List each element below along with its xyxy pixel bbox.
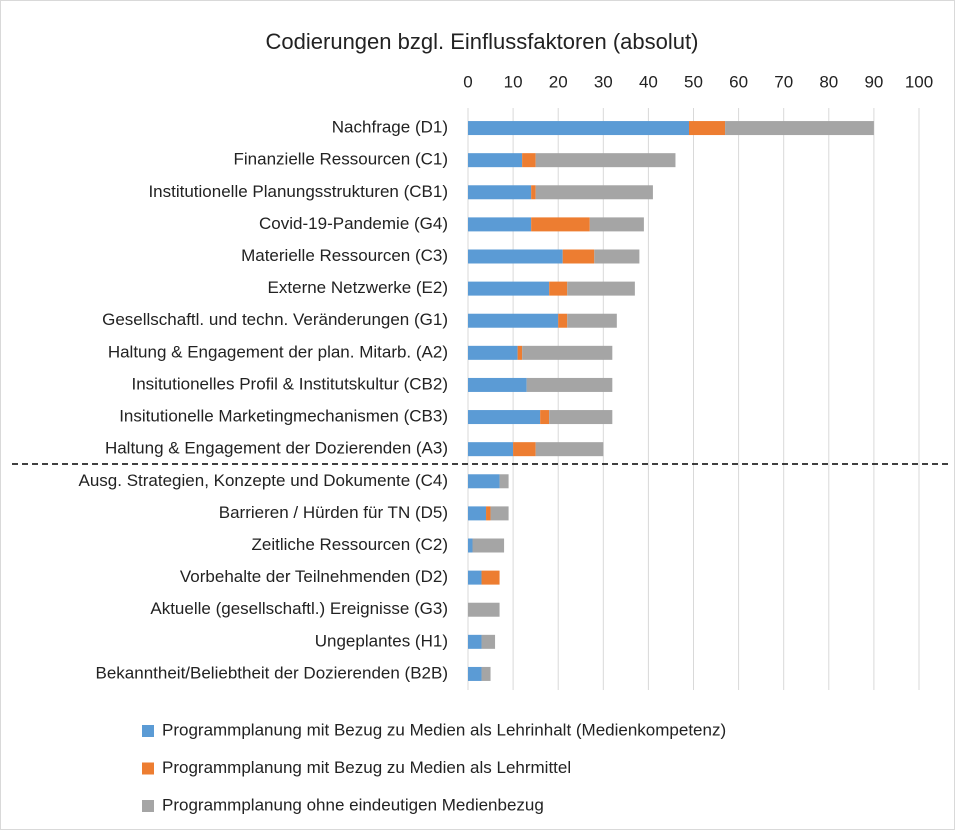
y-tick-label: Bekanntheit/Beliebtheit der Dozierenden …	[96, 663, 449, 682]
y-tick-label: Aktuelle (gesellschaftl.) Ereignisse (G3…	[150, 599, 448, 618]
y-tick-label: Nachfrage (D1)	[332, 118, 448, 137]
bar-segment	[468, 121, 689, 136]
bar-segment	[468, 153, 523, 168]
bar-segment	[481, 634, 496, 649]
bar-segment	[549, 410, 613, 425]
bar-segment	[468, 538, 473, 553]
bar-segment	[589, 217, 644, 232]
bar-segment	[558, 313, 568, 328]
bar-segment	[468, 506, 487, 521]
bar-segment	[468, 345, 518, 360]
y-tick-label: Covid-19-Pandemie (G4)	[259, 214, 448, 233]
y-tick-label: Barrieren / Hürden für TN (D5)	[219, 503, 448, 522]
bar-segment	[513, 442, 536, 457]
y-tick-label: Insitutionelles Profil & Institutskultur…	[131, 374, 448, 393]
bar-segment	[725, 121, 874, 136]
x-tick-label: 0	[463, 72, 472, 91]
bar-segment	[567, 313, 617, 328]
bar-segment	[468, 602, 500, 617]
x-tick-label: 20	[549, 72, 568, 91]
y-tick-label: Gesellschaftl. und techn. Veränderungen …	[102, 310, 448, 329]
bar-segment	[540, 410, 550, 425]
x-tick-label: 80	[819, 72, 838, 91]
bar-segment	[517, 345, 523, 360]
bar-segment	[567, 281, 635, 296]
legend-swatch	[142, 725, 154, 737]
bar-segment	[468, 474, 500, 489]
bar-segment	[472, 538, 505, 553]
bar-segment	[535, 442, 604, 457]
bar-segment	[594, 249, 640, 264]
y-tick-label: Haltung & Engagement der Dozierenden (A3…	[105, 439, 448, 458]
bar-segment	[531, 185, 536, 200]
bar-segment	[468, 442, 514, 457]
y-tick-label: Institutionelle Planungsstrukturen (CB1)	[148, 182, 448, 201]
y-tick-label: Materielle Ressourcen (C3)	[241, 246, 448, 265]
bar-segment	[531, 217, 590, 232]
x-tick-label: 60	[729, 72, 748, 91]
bar-segment	[688, 121, 726, 136]
bar-segment	[490, 506, 509, 521]
bar-segment	[522, 153, 536, 168]
y-tick-label: Ungeplantes (H1)	[315, 631, 448, 650]
legend-label: Programmplanung mit Bezug zu Medien als …	[162, 758, 571, 777]
bar-segment	[562, 249, 595, 264]
legend-label: Programmplanung mit Bezug zu Medien als …	[162, 720, 726, 739]
bar-segment	[468, 570, 482, 585]
x-tick-label: 40	[639, 72, 658, 91]
bar-segment	[535, 185, 653, 200]
bar-segment	[486, 506, 491, 521]
x-tick-label: 70	[774, 72, 793, 91]
bar-segment	[468, 185, 532, 200]
bar-segment	[468, 410, 541, 425]
y-tick-label: Externe Netzwerke (E2)	[268, 278, 448, 297]
bar-segment	[468, 281, 550, 296]
bar-segment	[526, 377, 613, 392]
chart-title: Codierungen bzgl. Einflussfaktoren (abso…	[266, 29, 699, 54]
x-tick-label: 90	[864, 72, 883, 91]
x-tick-label: 10	[504, 72, 523, 91]
bar-segment	[468, 377, 527, 392]
y-tick-label: Haltung & Engagement der plan. Mitarb. (…	[108, 342, 448, 361]
y-tick-label: Zeitliche Ressourcen (C2)	[251, 535, 448, 554]
bar-segment	[468, 249, 563, 264]
y-tick-label: Vorbehalte der Teilnehmenden (D2)	[180, 567, 448, 586]
bar-segment	[499, 474, 509, 489]
bar-segment	[468, 313, 559, 328]
x-tick-label: 50	[684, 72, 703, 91]
legend-swatch	[142, 762, 154, 775]
legend-swatch	[142, 800, 154, 812]
y-tick-label: Insitutionelle Marketingmechanismen (CB3…	[119, 407, 448, 426]
bar-segment	[549, 281, 568, 296]
bar-segment	[535, 153, 676, 168]
x-tick-label: 30	[594, 72, 613, 91]
y-tick-label: Finanzielle Ressourcen (C1)	[234, 150, 448, 169]
bar-segment	[522, 345, 613, 360]
y-tick-label: Ausg. Strategien, Konzepte und Dokumente…	[79, 471, 449, 490]
x-tick-label: 100	[905, 72, 933, 91]
bar-segment	[481, 666, 491, 681]
legend-label: Programmplanung ohne eindeutigen Medienb…	[162, 795, 544, 814]
bar-segment	[468, 666, 482, 681]
bar-segment	[481, 570, 500, 585]
bar-segment	[468, 217, 532, 232]
bar-segment	[468, 634, 482, 649]
